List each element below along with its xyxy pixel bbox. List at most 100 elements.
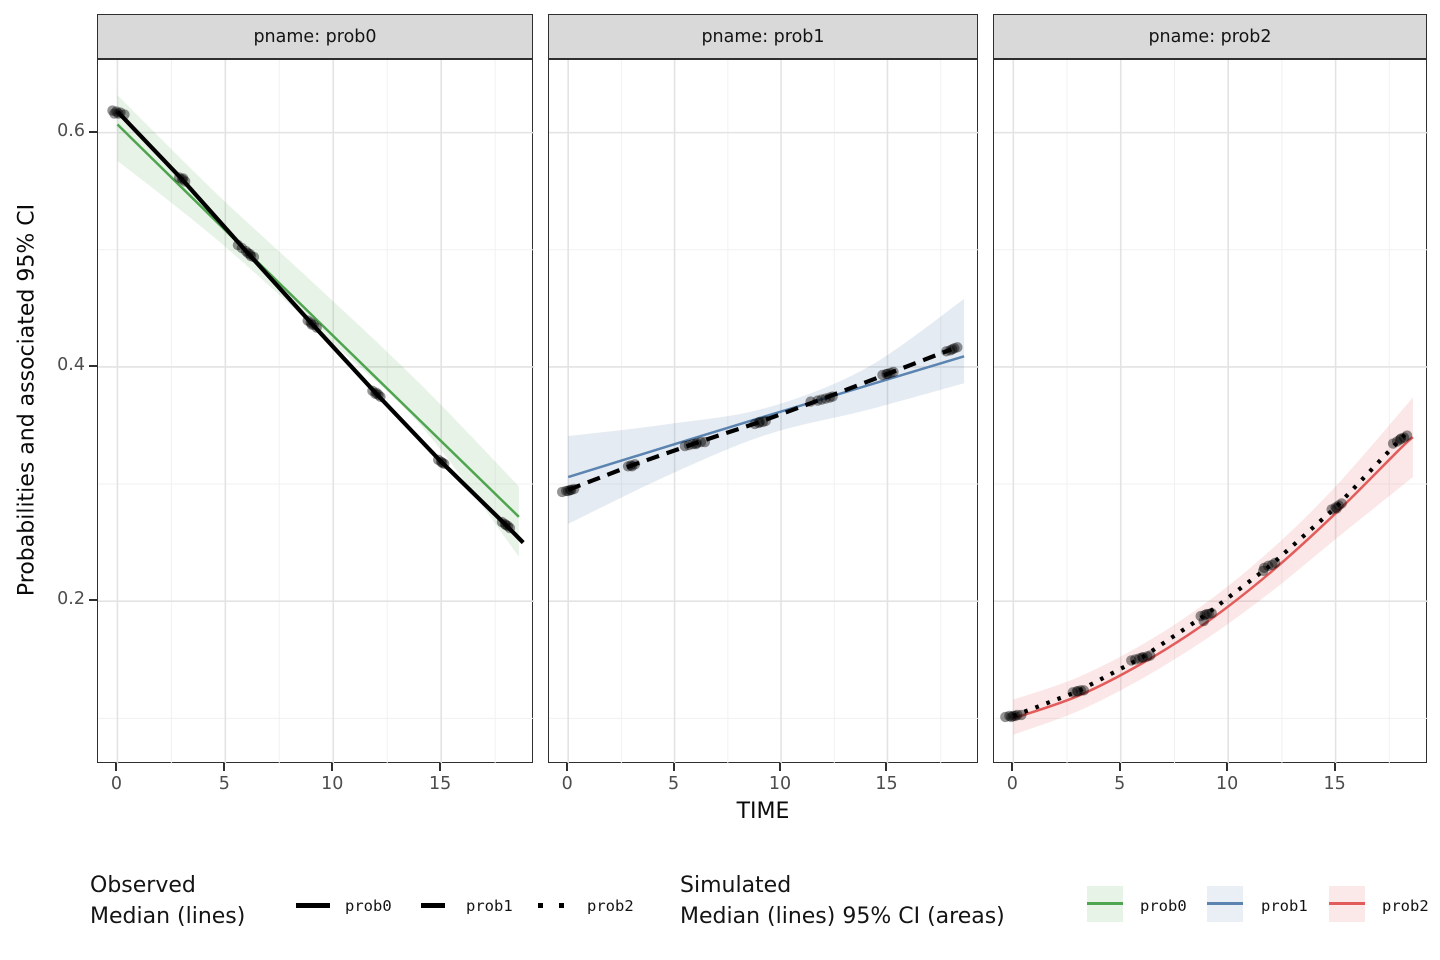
observed-point xyxy=(1269,557,1281,569)
observed-point xyxy=(568,483,580,495)
observed-point xyxy=(1336,498,1347,509)
legend-label: prob1 xyxy=(1261,897,1308,915)
x-tick-mark xyxy=(1333,763,1336,771)
observed-point xyxy=(367,385,378,397)
facet-strip-label: pname: prob1 xyxy=(701,26,825,47)
observed-point xyxy=(805,396,816,407)
observed-point xyxy=(882,368,893,380)
observed-point xyxy=(947,344,958,355)
observed-point xyxy=(311,322,322,333)
x-tick-label: 5 xyxy=(218,774,230,794)
observed-point xyxy=(113,108,124,119)
x-tick-label: 15 xyxy=(429,774,452,794)
y-tick-mark xyxy=(89,364,97,367)
observed-point xyxy=(687,438,699,450)
observed-point xyxy=(1134,653,1145,664)
observed-point xyxy=(371,387,382,399)
observed-point xyxy=(306,319,317,330)
observed-point xyxy=(375,391,386,403)
legend-key-solid-line xyxy=(296,903,330,908)
observed-point xyxy=(754,416,765,428)
observed-point xyxy=(1137,652,1148,663)
x-tick-mark xyxy=(115,763,118,771)
observed-point xyxy=(1401,430,1413,441)
observed-point xyxy=(232,239,244,251)
x-tick-mark xyxy=(1226,763,1229,771)
observed-point xyxy=(436,457,448,468)
observed-point xyxy=(1195,610,1206,622)
observed-point xyxy=(625,460,637,471)
x-axis-title: TIME xyxy=(736,799,790,824)
legend-key-dotted-line xyxy=(538,903,543,908)
observed-point xyxy=(1138,652,1149,663)
observed-point xyxy=(1130,654,1141,665)
observed-point xyxy=(115,107,126,118)
observed-point xyxy=(308,319,319,330)
observed-point xyxy=(622,461,634,472)
legend-simulated-title: Simulated Median (lines) 95% CI (areas) xyxy=(680,873,1005,929)
observed-point xyxy=(699,436,711,448)
observed-point xyxy=(690,438,702,450)
simulated-median-line xyxy=(567,355,965,479)
observed-point xyxy=(179,176,191,187)
observed-point xyxy=(1258,562,1270,574)
observed-point xyxy=(1075,685,1086,696)
observed-point xyxy=(499,518,511,530)
observed-point xyxy=(119,109,130,120)
observed-point xyxy=(885,367,896,379)
x-tick-mark xyxy=(566,763,569,771)
observed-point xyxy=(1071,686,1082,697)
observed-point xyxy=(373,389,384,401)
legend-label: prob2 xyxy=(587,897,634,915)
observed-point xyxy=(240,245,252,257)
observed-point xyxy=(1387,438,1399,449)
x-tick-mark xyxy=(1118,763,1121,771)
observed-point xyxy=(1266,559,1278,571)
facet-strip: pname: prob0 xyxy=(97,14,533,59)
observed-median-line xyxy=(567,347,953,492)
legend-label: prob1 xyxy=(466,897,513,915)
observed-point xyxy=(242,247,254,259)
observed-point xyxy=(1016,709,1027,721)
ci-ribbon xyxy=(568,298,965,524)
legend-swatch-line xyxy=(1207,902,1243,906)
legend-swatch-prob1 xyxy=(1207,886,1243,922)
x-tick-label: 5 xyxy=(668,774,680,794)
observed-point xyxy=(888,366,899,378)
observed-point xyxy=(305,317,316,328)
y-tick-label: 0.4 xyxy=(57,354,85,375)
x-tick-label: 10 xyxy=(321,774,344,794)
observed-point xyxy=(173,172,185,183)
observed-point xyxy=(691,437,703,449)
observed-point xyxy=(1012,709,1023,721)
observed-point xyxy=(1199,609,1210,621)
legend-swatch-line xyxy=(1087,902,1123,906)
observed-point xyxy=(504,522,516,534)
observed-point xyxy=(812,395,823,406)
x-tick-mark xyxy=(223,763,226,771)
observed-point xyxy=(941,346,952,357)
observed-point xyxy=(1000,711,1011,723)
chart-svg xyxy=(98,60,534,764)
facet-strip: pname: prob1 xyxy=(548,14,978,59)
observed-point xyxy=(881,368,892,380)
y-tick-mark xyxy=(89,130,97,133)
observed-point xyxy=(565,484,577,496)
legend-swatch-line xyxy=(1329,902,1365,906)
observed-point xyxy=(1004,710,1015,722)
observed-point xyxy=(1326,504,1337,515)
observed-point xyxy=(1262,560,1274,572)
observed-point xyxy=(244,248,256,260)
y-tick-mark xyxy=(89,599,97,602)
observed-point xyxy=(109,108,120,119)
observed-point xyxy=(560,485,572,497)
facet-strip: pname: prob2 xyxy=(993,14,1427,59)
simulated-median-line xyxy=(116,123,520,518)
observed-point xyxy=(820,393,831,404)
x-tick-mark xyxy=(885,763,888,771)
observed-point xyxy=(1067,687,1078,698)
legend-swatch-prob2 xyxy=(1329,886,1365,922)
observed-point xyxy=(1201,608,1212,620)
x-tick-mark xyxy=(779,763,782,771)
